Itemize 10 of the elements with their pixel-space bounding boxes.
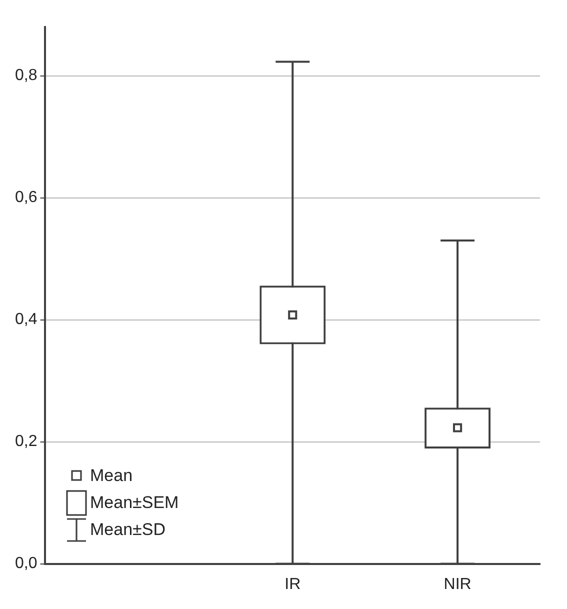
y-tick-label: 0,2 [14, 433, 38, 450]
x-tick-label: NIR [444, 576, 472, 593]
y-tick-label: 0,0 [14, 555, 38, 572]
annotation: Mean [90, 466, 133, 486]
annotation: Mean±SEM [90, 492, 179, 512]
x-tick-label: IR [284, 576, 301, 593]
y-tick-label: 0,8 [14, 67, 38, 84]
annotation: Mean±SD [90, 520, 166, 540]
y-tick-label: 0,6 [14, 189, 38, 206]
y-tick-label: 0,4 [14, 311, 38, 328]
